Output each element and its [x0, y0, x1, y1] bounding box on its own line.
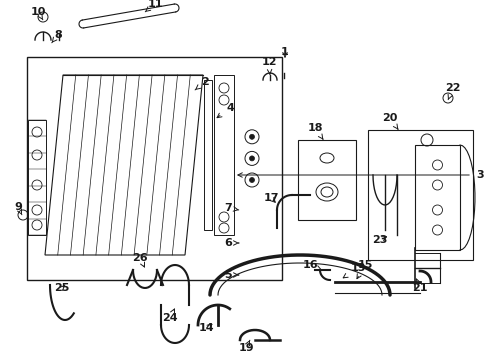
Circle shape [249, 156, 254, 161]
Bar [367, 130, 472, 260]
Text: 19: 19 [238, 340, 253, 353]
Text: 20: 20 [382, 113, 397, 129]
Text: 22: 22 [445, 83, 460, 100]
Text: 16: 16 [302, 260, 321, 270]
Text: 10: 10 [30, 7, 45, 20]
Text: 15: 15 [356, 260, 372, 279]
Circle shape [249, 134, 254, 139]
Bar [214, 75, 234, 235]
Text: 17: 17 [263, 193, 278, 203]
Text: 13: 13 [343, 263, 365, 278]
Bar [203, 80, 212, 230]
Bar [28, 120, 46, 235]
Text: 5: 5 [224, 270, 238, 280]
Text: 23: 23 [371, 235, 387, 245]
Circle shape [249, 177, 254, 183]
Bar [414, 145, 459, 250]
Text: 3: 3 [237, 170, 483, 180]
Text: 14: 14 [199, 323, 214, 333]
Text: 11: 11 [145, 0, 163, 12]
Text: 1: 1 [281, 47, 288, 57]
Text: 12: 12 [261, 57, 276, 74]
Text: 21: 21 [411, 279, 427, 293]
Text: 9: 9 [14, 202, 22, 215]
Text: 24: 24 [162, 309, 178, 323]
Text: 26: 26 [132, 253, 147, 267]
Text: 18: 18 [306, 123, 323, 139]
Text: 8: 8 [52, 30, 62, 43]
Text: 25: 25 [54, 283, 70, 293]
Text: 6: 6 [224, 238, 239, 248]
Bar [297, 140, 355, 220]
Bar [27, 57, 282, 280]
Text: 2: 2 [195, 77, 208, 90]
Text: 4: 4 [217, 103, 233, 118]
Text: 7: 7 [224, 203, 238, 213]
